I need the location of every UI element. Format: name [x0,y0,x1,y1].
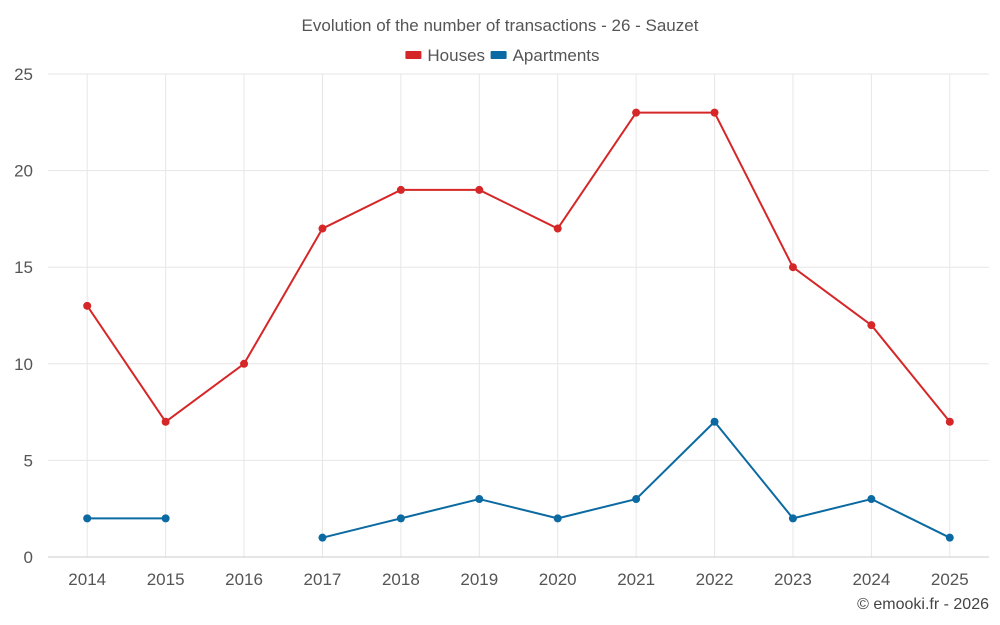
data-point-houses [475,185,484,194]
credit-text: © emooki.fr - 2026 [857,596,989,613]
x-tick-label: 2019 [460,570,498,589]
x-tick-label: 2017 [304,570,342,589]
x-tick-label: 2021 [617,570,655,589]
data-point-houses [553,224,562,233]
y-axis: 0 5 10 15 20 25 [14,65,33,567]
x-tick-label: 2025 [931,570,969,589]
grid [48,73,989,558]
x-axis: 2014 2015 2016 2017 2018 2019 2020 2021 2022 2023… [68,570,968,589]
data-point-houses [318,224,327,233]
data-point-apartments [83,514,92,523]
legend-swatch-houses [405,51,422,59]
chart-title: Evolution of the number of transactions … [302,16,699,35]
x-tick-label: 2024 [852,570,890,589]
data-point-houses [396,185,405,194]
data-point-apartments [396,514,405,523]
data-point-apartments [710,417,719,426]
legend-label-houses: Houses [427,46,485,65]
x-tick-label: 2014 [68,570,106,589]
data-point-apartments [553,514,562,523]
data-point-houses [867,321,876,330]
data-point-apartments [788,514,797,523]
data-point-apartments [867,495,876,504]
data-point-houses [83,301,92,310]
data-point-houses [788,263,797,272]
y-tick-label: 5 [24,451,33,470]
series-line-houses [86,111,951,423]
data-point-apartments [161,514,170,523]
legend-swatch-apartments [490,51,507,59]
x-tick-label: 2018 [382,570,420,589]
data-point-houses [161,417,170,426]
y-tick-label: 10 [14,355,33,374]
data-point-houses [632,108,641,117]
y-tick-label: 20 [14,162,33,181]
data-point-houses [945,417,954,426]
series-group [83,108,954,542]
legend-label-apartments: Apartments [513,46,600,65]
y-tick-label: 25 [14,65,33,84]
data-point-apartments [318,533,327,542]
legend: Houses Apartments [405,46,600,65]
data-point-apartments [945,533,954,542]
x-tick-label: 2022 [696,570,734,589]
data-point-houses [240,359,249,368]
x-tick-label: 2020 [539,570,577,589]
y-tick-label: 0 [24,548,33,567]
x-tick-label: 2015 [147,570,185,589]
data-point-houses [710,108,719,117]
y-tick-label: 15 [14,258,33,277]
x-tick-label: 2023 [774,570,812,589]
data-point-apartments [632,495,641,504]
x-tick-label: 2016 [225,570,263,589]
data-point-apartments [475,495,484,504]
